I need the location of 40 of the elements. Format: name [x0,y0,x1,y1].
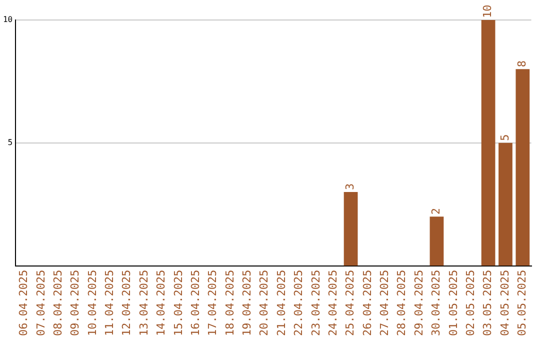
data-label: 10 [481,4,494,18]
x-tick-label: 12.04.2025 [120,270,134,336]
bar [481,20,496,266]
x-tick-label: 21.04.2025 [274,270,288,336]
x-tick-label: 14.04.2025 [154,270,168,336]
bar [516,69,530,266]
x-tick-label: 16.04.2025 [188,270,202,336]
bar [498,142,512,266]
x-tick-label: 11.04.2025 [103,270,116,336]
x-tick-label: 02.05.2025 [464,270,477,336]
data-label: 2 [430,208,443,215]
data-label: 5 [498,134,512,141]
x-tick-label: 08.04.2025 [51,270,64,336]
x-tick-label: 06.04.2025 [17,270,30,336]
x-tick-label: 22.04.2025 [292,270,306,336]
x-tick-label: 10.04.2025 [86,270,99,336]
x-tick-label: 27.04.2025 [378,270,392,336]
x-tick-label: 26.04.2025 [360,270,374,336]
x-tick-label: 05.05.2025 [516,270,529,336]
x-tick-label: 19.04.2025 [240,270,254,336]
x-tick-label: 24.04.2025 [326,270,340,336]
x-tick-label: 17.04.2025 [206,270,220,336]
bar [344,192,358,266]
x-tick-label: 29.04.2025 [412,270,426,336]
x-tick-label: 28.04.2025 [395,270,408,336]
x-tick-label: 30.04.2025 [430,270,443,336]
data-label: 8 [516,60,529,68]
bar [430,216,444,266]
x-tick-label: 20.04.2025 [258,270,271,336]
x-tick-label: 25.04.2025 [344,270,357,336]
x-tick-label: 04.05.2025 [498,270,512,336]
x-tick-label: 18.04.2025 [223,270,236,336]
x-tick-label: 03.05.2025 [481,270,494,336]
x-tick-label: 23.04.2025 [309,270,322,336]
x-tick-label: 15.04.2025 [172,270,185,336]
x-tick-label: 13.04.2025 [137,270,150,336]
data-label: 3 [344,183,357,190]
x-tick-label: 09.04.2025 [68,270,82,336]
x-tick-label: 01.05.2025 [446,270,460,336]
x-tick-label: 07.04.2025 [34,270,48,336]
